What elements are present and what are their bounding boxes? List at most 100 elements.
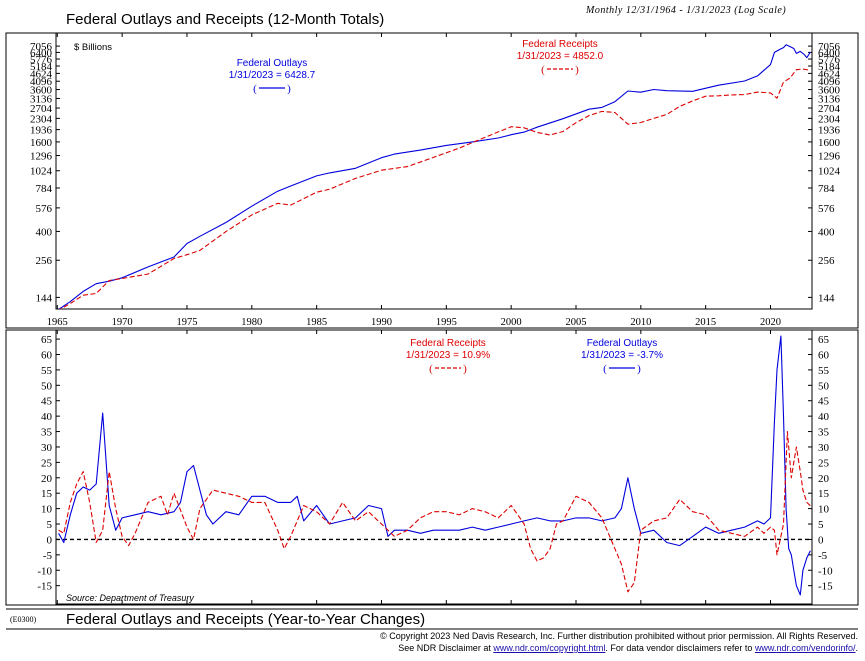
top-series-federal-receipts: [59, 68, 811, 309]
xtick-label: 1995: [436, 317, 457, 328]
bottom-plot-area: [55, 329, 813, 605]
bottom-federal-outlays-legend-paren-close: ): [637, 363, 641, 375]
bottom-ytick-label-right: 40: [818, 411, 830, 423]
top-ytick-label-right: 7056: [818, 41, 841, 53]
top-ytick-label-left: 1936: [30, 125, 53, 137]
top-ytick-label-right: 2704: [818, 103, 841, 115]
bottom-ytick-label-left: 40: [41, 411, 53, 423]
bottom-federal-outlays-legend-name: Federal Outlays: [587, 338, 658, 349]
xtick-label: 2015: [695, 317, 716, 328]
bottom-ytick-label-left: 5: [47, 519, 53, 531]
bottom-ytick-label-right: 15: [818, 488, 830, 500]
bottom-ytick-label-left: 45: [41, 396, 53, 408]
top-ytick-label-right: 144: [818, 292, 835, 304]
copyright-text: © Copyright 2023 Ned Davis Research, Inc…: [380, 631, 858, 641]
bottom-ytick-label-right: 45: [818, 396, 830, 408]
top-ytick-label-right: 2304: [818, 113, 841, 125]
xtick-label: 1990: [371, 317, 392, 328]
page-title: Federal Outlays and Receipts (12-Month T…: [66, 11, 385, 28]
top-federal-receipts-legend-paren-close: ): [575, 64, 579, 76]
top-plot-area: [55, 32, 813, 310]
top-panel-frame: [5, 32, 859, 329]
top-ytick-label-right: 576: [818, 203, 835, 215]
top-ytick-label-right: 3600: [818, 85, 841, 97]
top-ytick-label-left: 2304: [30, 113, 53, 125]
bottom-ytick-label-right: 35: [818, 427, 830, 439]
bottom-federal-receipts-legend-name: Federal Receipts: [410, 338, 486, 349]
bottom-series-federal-outlays: [58, 335, 811, 596]
bottom-ytick-label-right: 5: [818, 519, 824, 531]
bottom-ytick-label-right: -15: [818, 581, 833, 593]
top-ytick-label-left: 4096: [30, 76, 53, 88]
bottom-federal-outlays-legend-value: 1/31/2023 = -3.7%: [581, 350, 663, 361]
top-ytick-label-right: 6400: [818, 47, 841, 59]
top-ytick-label-right: 4096: [818, 76, 841, 88]
bottom-ytick-label-right: -5: [818, 550, 828, 562]
bottom-ytick-label-right: 50: [818, 380, 830, 392]
source-note: Source: Department of Treasury: [66, 593, 194, 603]
bottom-ytick-label-left: -10: [37, 565, 52, 577]
ndr-copyright-link[interactable]: www.ndr.com/copyright.html: [493, 643, 606, 653]
bottom-title: Federal Outlays and Receipts (Year-to-Ye…: [66, 611, 426, 628]
bottom-ytick-label-left: -15: [37, 581, 52, 593]
bottom-ytick-label-left: 20: [41, 473, 53, 485]
bottom-ytick-label-right: 65: [818, 334, 830, 346]
top-ytick-label-left: 3136: [30, 93, 53, 105]
bottom-ytick-label-left: 25: [41, 457, 53, 469]
bottom-ytick-label-left: 55: [41, 365, 53, 377]
bottom-ytick-label-left: -5: [43, 550, 53, 562]
bottom-federal-outlays-legend-paren-open: (: [603, 363, 607, 375]
top-ytick-label-left: 784: [36, 183, 53, 195]
disclaimer-text: See NDR Disclaimer at www.ndr.com/copyri…: [398, 643, 858, 653]
top-federal-outlays-legend-paren-close: ): [287, 83, 291, 95]
top-ytick-label-right: 3136: [818, 93, 841, 105]
xtick-label: 1985: [306, 317, 327, 328]
bottom-ytick-label-right: -10: [818, 565, 833, 577]
bottom-ytick-label-left: 10: [41, 504, 53, 516]
bottom-ytick-label-left: 65: [41, 334, 53, 346]
top-ytick-label-right: 400: [818, 226, 835, 238]
top-ytick-label-right: 4624: [818, 68, 841, 80]
xtick-label: 1980: [241, 317, 262, 328]
bottom-ytick-label-left: 30: [41, 442, 53, 454]
unit-label: $ Billions: [74, 42, 112, 53]
top-ytick-label-right: 1296: [818, 151, 841, 163]
bottom-ytick-label-right: 55: [818, 365, 830, 377]
top-ytick-label-left: 3600: [30, 85, 53, 97]
bottom-ytick-label-right: 25: [818, 457, 830, 469]
top-ytick-label-left: 1296: [30, 151, 53, 163]
top-ytick-label-right: 1024: [818, 166, 841, 178]
top-ytick-label-left: 400: [36, 226, 53, 238]
bottom-federal-receipts-legend-value: 1/31/2023 = 10.9%: [406, 350, 490, 361]
top-ytick-label-right: 5776: [818, 54, 841, 66]
top-federal-receipts-legend-name: Federal Receipts: [522, 39, 598, 50]
disclaimer-mid: . For data vendor disclaimers refer to: [605, 643, 755, 653]
bottom-ytick-label-right: 60: [818, 349, 830, 361]
bottom-ytick-label-left: 35: [41, 427, 53, 439]
xtick-label: 2005: [565, 317, 586, 328]
bottom-ytick-label-left: 50: [41, 380, 53, 392]
top-ytick-label-left: 7056: [30, 41, 53, 53]
top-ytick-label-left: 256: [36, 255, 53, 267]
top-ytick-label-left: 5184: [30, 61, 53, 73]
bottom-ytick-label-right: 0: [818, 534, 824, 546]
top-series-federal-outlays: [58, 44, 811, 309]
bottom-ytick-label-left: 0: [47, 534, 53, 546]
top-ytick-label-right: 784: [818, 183, 835, 195]
top-ytick-label-left: 1024: [30, 166, 53, 178]
xtick-label: 2020: [760, 317, 781, 328]
disclaimer-suffix: .: [855, 643, 858, 653]
top-ytick-label-left: 4624: [30, 68, 53, 80]
bottom-ytick-label-left: 15: [41, 488, 53, 500]
bottom-federal-receipts-legend-paren-close: ): [463, 363, 467, 375]
top-ytick-label-right: 256: [818, 255, 835, 267]
top-ytick-label-right: 1936: [818, 125, 841, 137]
top-ytick-label-right: 1600: [818, 137, 841, 149]
ndr-vendor-link[interactable]: www.ndr.com/vendorinfo/: [754, 643, 856, 653]
top-ytick-label-left: 2704: [30, 103, 53, 115]
top-ytick-label-right: 5184: [818, 61, 841, 73]
top-federal-outlays-legend-paren-open: (: [253, 83, 257, 95]
top-federal-outlays-legend-name: Federal Outlays: [237, 58, 308, 69]
